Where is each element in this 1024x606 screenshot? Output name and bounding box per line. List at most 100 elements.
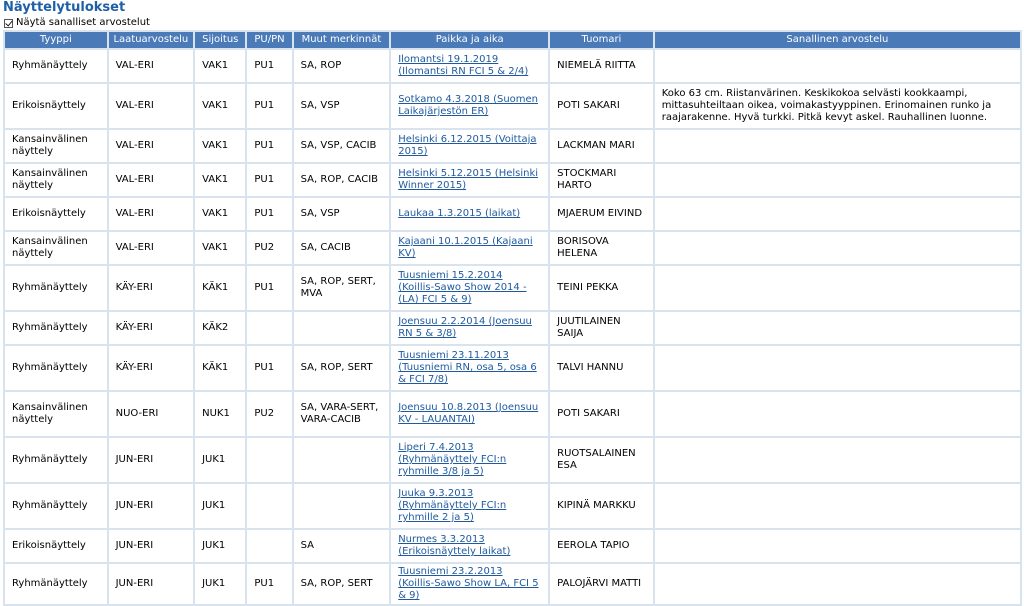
cell-placing: KÄK1 — [195, 266, 246, 310]
cell-placing: JUK1 — [195, 530, 246, 562]
cell-placing: JUK1 — [195, 484, 246, 528]
cell-judge: POTI SAKARI — [550, 84, 653, 128]
show-reviews-checkbox[interactable] — [4, 18, 13, 28]
cell-pu — [247, 530, 292, 562]
cell-type: Erikoisnäyttely — [5, 84, 107, 128]
cell-judge: LACKMAN MARI — [550, 130, 653, 162]
cell-type: Kansainvälinen näyttely — [5, 232, 107, 264]
cell-quality: JUN-ERI — [108, 530, 194, 562]
cell-placing: VAK1 — [195, 164, 246, 196]
col-header-type[interactable]: Tyyppi — [5, 32, 107, 48]
cell-quality: JUN-ERI — [108, 564, 194, 604]
cell-place: Helsinki 6.12.2015 (Voittaja 2015) — [391, 130, 549, 162]
col-header-judge[interactable]: Tuomari — [550, 32, 653, 48]
cell-quality: VAL-ERI — [108, 84, 194, 128]
show-link[interactable]: Joensuu 10.8.2013 (Joensuu KV - LAUANTAI… — [398, 402, 539, 425]
cell-place: Tuusniemi 23.2.2013 (Koillis-Sawo Show L… — [391, 564, 549, 604]
show-link[interactable]: Laukaa 1.3.2015 (laikat) — [398, 208, 521, 219]
cell-other: SA, ROP, SERT — [293, 564, 390, 604]
col-header-other[interactable]: Muut merkinnät — [293, 32, 390, 48]
cell-place: Nurmes 3.3.2013 (Erikoisnäyttely laikat) — [391, 530, 549, 562]
cell-pu: PU2 — [247, 232, 292, 264]
col-header-pu[interactable]: PU/PN — [247, 32, 292, 48]
show-reviews-label: Näytä sanalliset arvostelut — [16, 17, 150, 28]
results-table: Tyyppi Laatuarvostelu Sijoitus PU/PN Muu… — [3, 30, 1022, 606]
cell-judge: NIEMELÄ RIITTA — [550, 50, 653, 82]
cell-other: SA, ROP, SERT — [293, 346, 390, 390]
cell-placing: JUK1 — [195, 438, 246, 482]
header-row: Tyyppi Laatuarvostelu Sijoitus PU/PN Muu… — [5, 32, 1020, 48]
cell-review — [654, 392, 1020, 436]
cell-quality: VAL-ERI — [108, 50, 194, 82]
cell-review — [654, 530, 1020, 562]
cell-judge: BORISOVA HELENA — [550, 232, 653, 264]
cell-place: Ilomantsi 19.1.2019 (Ilomantsi RN FCI 5 … — [391, 50, 549, 82]
cell-quality: KÄY-ERI — [108, 266, 194, 310]
col-header-placing[interactable]: Sijoitus — [195, 32, 246, 48]
show-link[interactable]: Helsinki 6.12.2015 (Voittaja 2015) — [398, 134, 537, 157]
table-row: Erikoisnäyttely VAL-ERI VAK1 PU1 SA, VSP Lauk… — [5, 198, 1020, 230]
cell-type: Ryhmänäyttely — [5, 50, 107, 82]
cell-pu — [247, 484, 292, 528]
show-reviews-toggle[interactable]: Näytä sanalliset arvostelut — [4, 17, 150, 29]
col-header-place[interactable]: Paikka ja aika — [391, 32, 549, 48]
cell-place: Liperi 7.4.2013 (Ryhmänäyttely FCI:n ryh… — [391, 438, 549, 482]
cell-quality: VAL-ERI — [108, 164, 194, 196]
cell-pu: PU1 — [247, 50, 292, 82]
cell-quality: VAL-ERI — [108, 130, 194, 162]
table-row: Ryhmänäyttely KÄY-ERI KÄK1 PU1 SA, ROP, SERT… — [5, 266, 1020, 310]
cell-review — [654, 438, 1020, 482]
cell-judge: EEROLA TAPIO — [550, 530, 653, 562]
cell-type: Kansainvälinen näyttely — [5, 164, 107, 196]
cell-type: Ryhmänäyttely — [5, 346, 107, 390]
cell-type: Ryhmänäyttely — [5, 312, 107, 344]
col-header-review[interactable]: Sanallinen arvostelu — [654, 32, 1020, 48]
table-row: Ryhmänäyttely JUN-ERI JUK1 PU1 SA, ROP, SERT… — [5, 564, 1020, 604]
cell-judge: POTI SAKARI — [550, 392, 653, 436]
cell-review — [654, 266, 1020, 310]
show-link[interactable]: Sotkamo 4.3.2018 (Suomen Laikajärjestön … — [398, 94, 539, 117]
cell-placing: VAK1 — [195, 84, 246, 128]
cell-other — [293, 484, 390, 528]
cell-placing: KÄK1 — [195, 346, 246, 390]
cell-quality: KÄY-ERI — [108, 346, 194, 390]
show-link[interactable]: Helsinki 5.12.2015 (Helsinki Winner 2015… — [398, 168, 539, 191]
cell-pu — [247, 438, 292, 482]
cell-place: Tuusniemi 23.11.2013 (Tuusniemi RN, osa … — [391, 346, 549, 390]
cell-type: Kansainvälinen näyttely — [5, 130, 107, 162]
show-link[interactable]: Juuka 9.3.2013 (Ryhmänäyttely FCI:n ryhm… — [398, 488, 507, 523]
cell-judge: RUOTSALAINEN ESA — [550, 438, 653, 482]
cell-review — [654, 232, 1020, 264]
cell-other: SA, ROP, CACIB — [293, 164, 390, 196]
show-link[interactable]: Joensuu 2.2.2014 (Joensuu RN 5 & 3/8) — [398, 316, 532, 339]
cell-other — [293, 312, 390, 344]
cell-place: Laukaa 1.3.2015 (laikat) — [391, 198, 549, 230]
cell-type: Ryhmänäyttely — [5, 564, 107, 604]
cell-other: SA, ROP — [293, 50, 390, 82]
cell-place: Tuusniemi 15.2.2014 (Koillis-Sawo Show 2… — [391, 266, 549, 310]
show-link[interactable]: Tuusniemi 23.2.2013 (Koillis-Sawo Show L… — [398, 566, 539, 601]
table-row: Ryhmänäyttely JUN-ERI JUK1 Juuka 9.3.2013 (… — [5, 484, 1020, 528]
show-link[interactable]: Kajaani 10.1.2015 (Kajaani KV) — [398, 236, 533, 259]
show-link[interactable]: Tuusniemi 23.11.2013 (Tuusniemi RN, osa … — [398, 350, 537, 385]
cell-quality: JUN-ERI — [108, 484, 194, 528]
cell-place: Sotkamo 4.3.2018 (Suomen Laikajärjestön … — [391, 84, 549, 128]
show-link[interactable]: Tuusniemi 15.2.2014 (Koillis-Sawo Show 2… — [398, 270, 527, 305]
show-link[interactable]: Ilomantsi 19.1.2019 (Ilomantsi RN FCI 5 … — [398, 54, 529, 77]
cell-place: Helsinki 5.12.2015 (Helsinki Winner 2015… — [391, 164, 549, 196]
cell-placing: NUK1 — [195, 392, 246, 436]
table-row: Ryhmänäyttely KÄY-ERI KÄK1 PU1 SA, ROP, SERT… — [5, 346, 1020, 390]
cell-judge: TALVI HANNU — [550, 346, 653, 390]
show-link[interactable]: Liperi 7.4.2013 (Ryhmänäyttely FCI:n ryh… — [398, 442, 507, 477]
cell-place: Juuka 9.3.2013 (Ryhmänäyttely FCI:n ryhm… — [391, 484, 549, 528]
table-row: Erikoisnäyttely JUN-ERI JUK1 SA Nurmes 3.3.2… — [5, 530, 1020, 562]
cell-pu: PU1 — [247, 130, 292, 162]
show-link[interactable]: Nurmes 3.3.2013 (Erikoisnäyttely laikat) — [398, 534, 511, 557]
cell-review — [654, 312, 1020, 344]
cell-review — [654, 130, 1020, 162]
cell-review — [654, 564, 1020, 604]
cell-quality: VAL-ERI — [108, 198, 194, 230]
col-header-quality[interactable]: Laatuarvostelu — [108, 32, 194, 48]
cell-other: SA, CACIB — [293, 232, 390, 264]
cell-pu: PU1 — [247, 266, 292, 310]
